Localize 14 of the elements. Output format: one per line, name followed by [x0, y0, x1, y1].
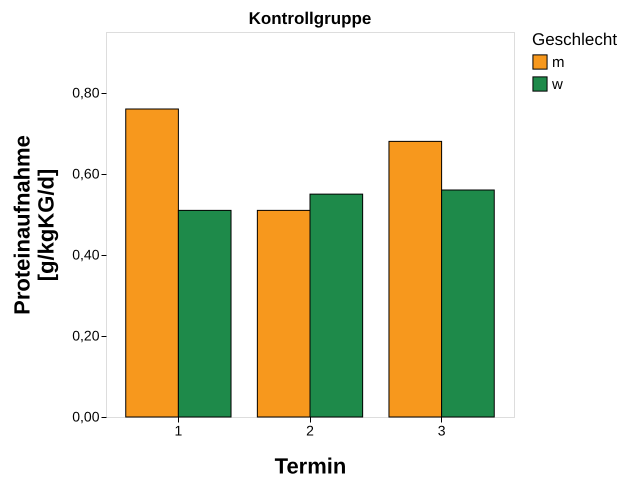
x-tick-label: 2	[306, 422, 314, 438]
legend-label: w	[551, 76, 563, 93]
y-tick-label: 0,60	[72, 165, 100, 182]
x-tick-label: 3	[438, 422, 446, 438]
x-axis-title: Termin	[274, 454, 346, 478]
legend-label: m	[552, 54, 564, 71]
y-tick-label: 0,20	[72, 327, 100, 344]
x-tick-label: 1	[174, 422, 182, 438]
y-tick-label: 0,40	[72, 246, 100, 262]
legend-title: Geschlecht	[532, 30, 618, 49]
chart-title: Kontrollgruppe	[248, 9, 372, 28]
y-axis-title: Proteinaufnahme [g/kgKG/d]	[9, 135, 58, 315]
y-tick-label: 0,00	[72, 408, 100, 424]
y-tick-label: 0,80	[72, 84, 100, 100]
